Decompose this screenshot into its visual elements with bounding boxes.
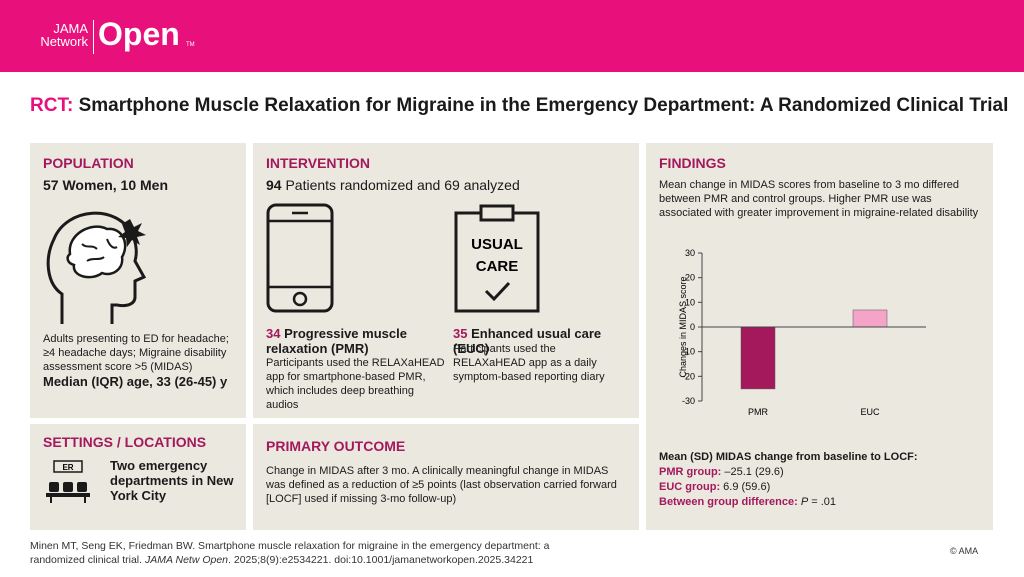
head-icon xyxy=(46,211,147,324)
citation: Minen MT, Seng EK, Friedman BW. Smartpho… xyxy=(30,539,590,567)
result-value: = .01 xyxy=(811,496,836,508)
y-tick-label: -30 xyxy=(682,396,695,406)
logo-open: Open xyxy=(98,16,180,52)
arm-description: Participants used the RELAXaHEAD app for… xyxy=(266,357,445,411)
result-value: –25.1 (29.6) xyxy=(724,466,784,478)
icon-text: CARE xyxy=(476,258,519,275)
findings-text: Mean change in MIDAS scores from baselin… xyxy=(659,179,979,219)
citation-journal: JAMA Netw Open xyxy=(144,554,229,566)
heading: INTERVENTION xyxy=(266,155,370,171)
outcome-text: Change in MIDAS after 3 mo. A clinically… xyxy=(266,465,617,505)
heading: POPULATION xyxy=(43,155,134,171)
y-axis-label: Changes in MIDAS score xyxy=(678,276,688,377)
arm-number: 35 xyxy=(453,326,468,341)
logo: JAMA Network xyxy=(38,22,88,48)
y-tick-label: -20 xyxy=(682,371,695,381)
logo-divider xyxy=(93,20,94,54)
result-label: Between group difference: xyxy=(659,496,798,508)
logo-network: Network xyxy=(40,34,88,49)
arm-title: 34 Progressive muscle relaxation (PMR) xyxy=(266,326,441,356)
copyright: © AMA xyxy=(950,546,979,556)
findings-panel: FINDINGS Mean change in MIDAS scores fro… xyxy=(646,143,993,530)
y-tick-label: 0 xyxy=(690,322,695,332)
x-tick-label: EUC xyxy=(860,407,880,417)
result-label: EUC group: xyxy=(659,481,721,493)
y-tick-label: 30 xyxy=(685,248,695,258)
heading: FINDINGS xyxy=(659,155,726,171)
result-row: PMR group: –25.1 (29.6) xyxy=(659,465,989,480)
summary: 57 Women, 10 Men xyxy=(43,177,169,193)
heading: SETTINGS / LOCATIONS xyxy=(43,434,207,450)
settings-panel: SETTINGS / LOCATIONS ER Two emergency de… xyxy=(30,424,246,530)
summary-text: Patients randomized and 69 analyzed xyxy=(285,177,520,193)
y-tick-label: 10 xyxy=(685,297,695,307)
results: Mean (SD) MIDAS change from baseline to … xyxy=(659,450,989,510)
logo-jama: JAMA xyxy=(53,21,88,36)
bar xyxy=(852,309,888,328)
result-value: 6.9 (59.6) xyxy=(723,481,771,493)
title-prefix: RCT: xyxy=(30,95,74,116)
intervention-panel: INTERVENTION 94 Patients randomized and … xyxy=(253,143,639,418)
heading: PRIMARY OUTCOME xyxy=(266,438,406,454)
title-text: Smartphone Muscle Relaxation for Migrain… xyxy=(78,95,1009,116)
arm-title: 35 Enhanced usual care (EUC) xyxy=(453,326,633,356)
y-tick-label: 20 xyxy=(685,273,695,283)
title: RCT: Smartphone Muscle Relaxation for Mi… xyxy=(30,95,1008,117)
result-p: P xyxy=(800,496,809,508)
icon-text: USUAL xyxy=(471,236,523,253)
er-text: ER xyxy=(62,463,73,472)
er-icon: ER xyxy=(46,460,90,503)
result-row: Between group difference: P = .01 xyxy=(659,495,989,510)
header-bar: JAMA Network Open TM xyxy=(0,0,1024,72)
results-heading: Mean (SD) MIDAS change from baseline to … xyxy=(659,451,918,463)
citation-authors: Minen MT, Seng EK, Friedman BW. Smartpho… xyxy=(30,540,550,566)
settings-text: Two emergency departments in New York Ci… xyxy=(110,458,234,503)
arm-name: Enhanced usual care (EUC) xyxy=(453,326,602,356)
summary: 94 Patients randomized and 69 analyzed xyxy=(266,177,520,193)
result-label: PMR group: xyxy=(659,466,722,478)
outcome-panel: PRIMARY OUTCOME Change in MIDAS after 3 … xyxy=(253,424,639,530)
arm-name: Progressive muscle relaxation (PMR) xyxy=(266,326,407,356)
description: Adults presenting to ED for headache; ≥4… xyxy=(43,333,229,373)
clipboard-icon: USUAL CARE xyxy=(454,204,540,313)
citation-details: . 2025;8(9):e2534221. doi:10.1001/jamane… xyxy=(228,554,534,566)
age: Median (IQR) age, 33 (26-45) y xyxy=(43,374,228,389)
x-tick-label: PMR xyxy=(748,407,769,417)
summary-number: 94 xyxy=(266,177,282,193)
y-tick-label: -10 xyxy=(682,347,695,357)
bar xyxy=(740,326,776,390)
result-row: EUC group: 6.9 (59.6) xyxy=(659,480,989,495)
chart: -30 -20 -10 0 10 20 30 Changes in MIDAS score PM… xyxy=(678,248,926,417)
arm-description: Participants used the RELAXaHEAD app as … xyxy=(453,343,605,383)
population-panel: POPULATION 57 Women, 10 Men Adults prese… xyxy=(30,143,246,418)
phone-icon xyxy=(266,203,334,313)
logo-tm: TM xyxy=(186,42,195,48)
arm-number: 34 xyxy=(266,326,281,341)
